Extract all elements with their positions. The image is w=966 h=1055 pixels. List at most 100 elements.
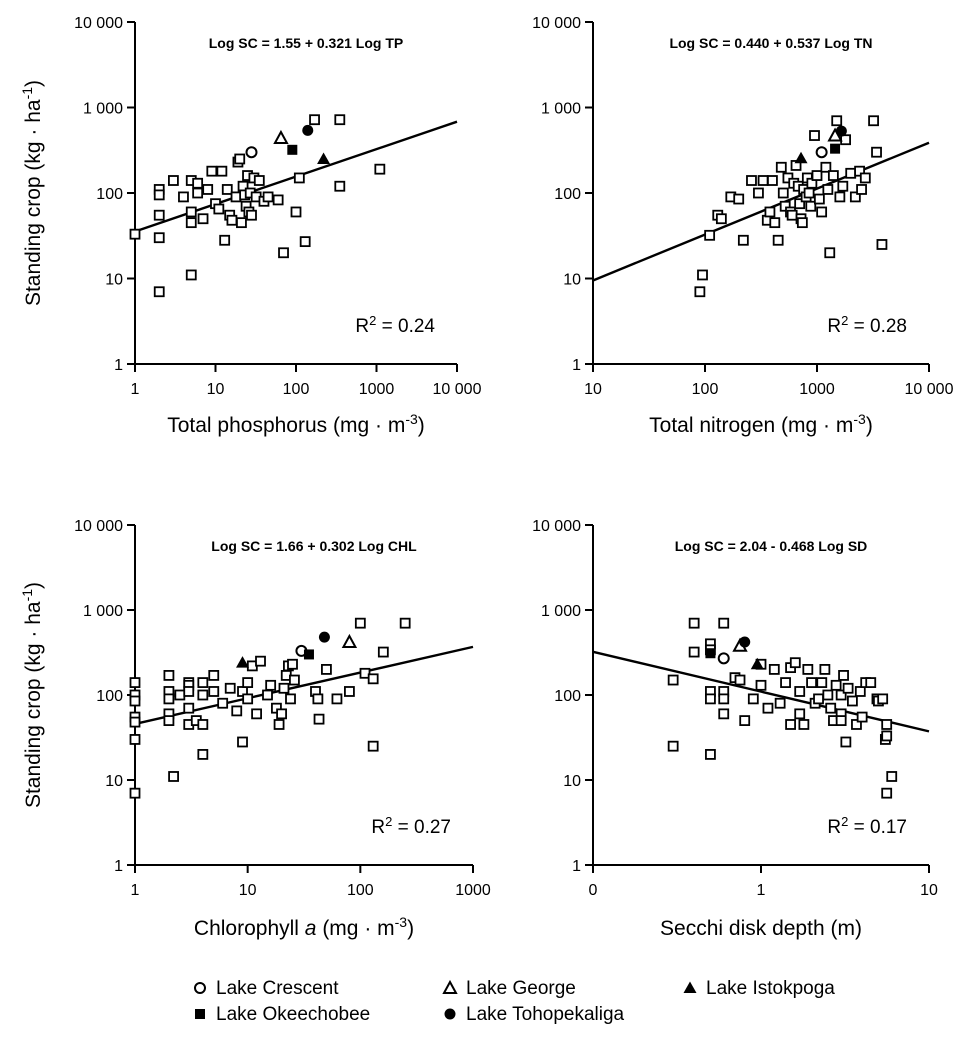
x-tick-label: 10 000 — [433, 381, 482, 398]
r-squared-part-0: R — [827, 316, 841, 337]
y-tick-label: 1 — [114, 858, 123, 875]
lake-point — [881, 787, 893, 799]
x-tick-label: 1000 — [359, 381, 395, 398]
y-tick-label: 10 — [563, 272, 581, 289]
lake-point — [312, 693, 324, 705]
lake-point — [197, 213, 209, 225]
lake-point — [221, 184, 233, 195]
lake-point — [806, 677, 817, 688]
lake-point — [231, 705, 243, 717]
lake-point — [224, 682, 236, 694]
x-axis-label: Secchi disk depth (m) — [660, 917, 862, 940]
lake-point — [129, 734, 141, 745]
x-tick-label: 100 — [283, 381, 310, 398]
lake-point — [344, 686, 355, 697]
lake-point — [185, 206, 197, 218]
lake-point — [840, 134, 851, 146]
legend-marker — [683, 981, 697, 993]
lake-point — [840, 736, 852, 748]
lake-point — [129, 716, 141, 728]
lake-tohopekaliga-point — [835, 125, 847, 137]
r-squared-label: R2 = 0.24 — [355, 313, 435, 338]
lake-point — [163, 670, 175, 681]
x-axis-label-part-2: ) — [866, 414, 873, 437]
lake-point — [197, 749, 209, 760]
lake-crescent-point — [245, 146, 258, 159]
y-tick-label: 100 — [96, 186, 123, 203]
legend-marker — [195, 1009, 205, 1019]
lake-istokpoga-point — [317, 152, 331, 164]
lake-point — [367, 740, 379, 752]
lake-point — [747, 693, 759, 705]
lake-point — [168, 175, 179, 186]
lake-point — [278, 247, 289, 259]
y-tick-label: 10 — [105, 272, 123, 289]
lake-point — [794, 686, 806, 697]
lake-point — [830, 679, 842, 691]
lake-point — [309, 114, 320, 126]
lake-point — [705, 693, 716, 705]
lake-point — [871, 146, 882, 158]
lake-point — [163, 715, 175, 726]
lake-point — [273, 719, 285, 730]
lake-point — [704, 229, 716, 241]
lake-point — [831, 115, 843, 127]
lake-point — [334, 114, 346, 126]
x-tick-label: 100 — [692, 381, 719, 398]
lake-point — [226, 214, 238, 226]
y-tick-label: 100 — [96, 688, 123, 705]
x-axis-label-part-1: a — [305, 917, 317, 940]
lake-point — [185, 269, 197, 281]
lake-point — [847, 695, 858, 707]
lake-point — [163, 693, 175, 705]
lake-point — [838, 670, 849, 681]
lake-point — [845, 167, 857, 179]
lake-point — [265, 679, 277, 691]
r-squared-part-0: R — [371, 817, 385, 838]
lake-point — [767, 175, 778, 186]
lake-point — [886, 771, 898, 782]
lake-point — [331, 693, 343, 705]
x-axis-label: Total phosphorus (mg · m-3) — [167, 411, 425, 437]
y-tick-label: 100 — [554, 688, 581, 705]
regression-line — [592, 650, 930, 733]
x-axis-label: Chlorophyll a (mg · m-3) — [194, 914, 414, 940]
r-squared-part-1: 2 — [841, 313, 848, 328]
lake-point — [359, 667, 371, 679]
lake-point — [185, 217, 197, 229]
lake-point — [237, 736, 248, 748]
lake-point — [798, 719, 810, 730]
lake-point — [849, 191, 861, 203]
lake-point — [242, 677, 254, 688]
y-axis-label-part-2: ) — [22, 582, 45, 589]
lake-point — [374, 163, 386, 175]
lake-point — [236, 217, 247, 229]
lake-point — [183, 686, 195, 697]
lake-point — [202, 184, 214, 195]
x-tick-label: 10 — [920, 882, 938, 899]
lake-george-point — [341, 633, 358, 649]
lake-point — [219, 234, 231, 246]
y-tick-label: 1 — [572, 357, 581, 374]
lake-tohopekaliga-point — [318, 631, 330, 643]
lake-point — [334, 180, 346, 192]
y-tick-label: 1 000 — [541, 101, 581, 118]
lake-point — [197, 677, 209, 688]
lake-point — [230, 191, 242, 203]
y-tick-label: 1 — [114, 357, 123, 374]
lake-point — [299, 236, 311, 248]
lake-point — [367, 673, 379, 685]
lake-point — [290, 206, 302, 218]
lake-point — [667, 740, 679, 752]
lake-point — [667, 674, 679, 686]
lake-point — [246, 209, 257, 221]
lake-point — [255, 655, 266, 667]
regression-equation: Log SC = 1.66 + 0.302 Log CHL — [211, 538, 417, 554]
chart-panel-1: 1 10 100 1 000 10 000 1 10 100 1000 10 000 Total p… — [19, 15, 482, 437]
lake-point — [354, 617, 366, 629]
lake-point — [755, 679, 767, 691]
lake-point — [206, 165, 218, 177]
legend-marker — [442, 979, 458, 994]
x-axis-label-part-0: Total phosphorus (mg · m — [167, 414, 405, 437]
